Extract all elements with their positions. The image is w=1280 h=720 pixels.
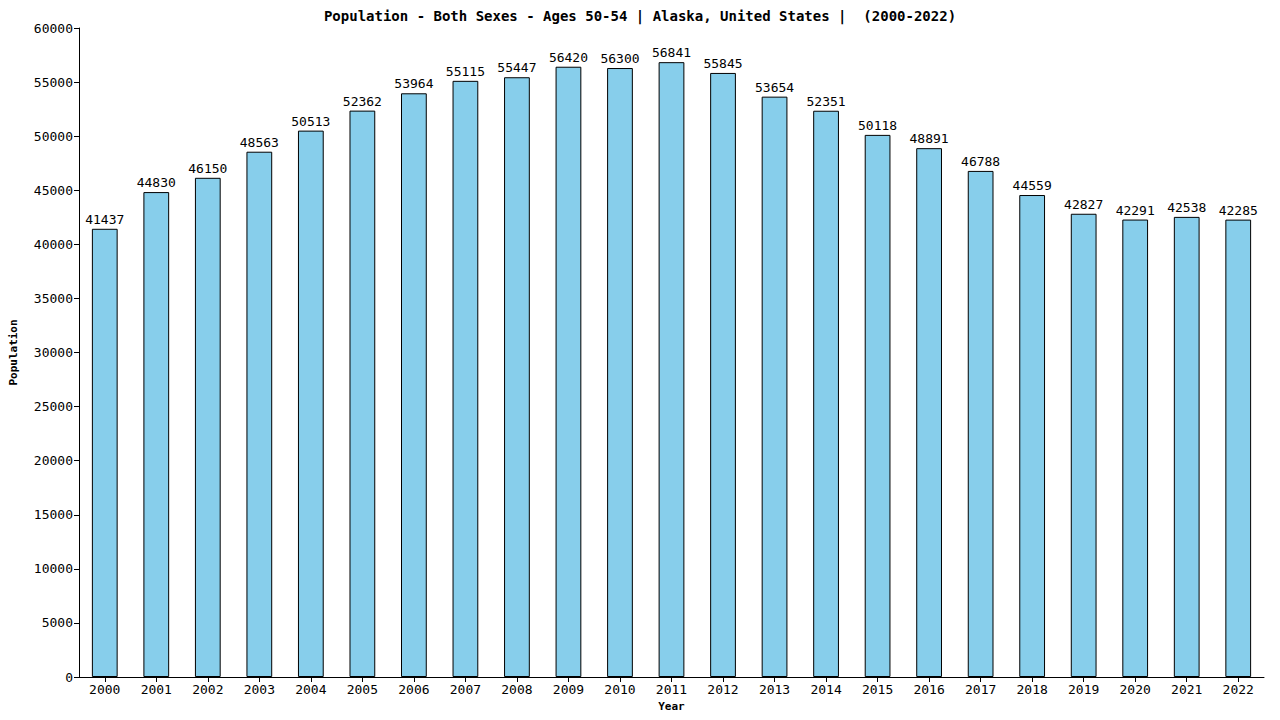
svg-text:60000: 60000 bbox=[34, 21, 73, 36]
svg-text:55115: 55115 bbox=[446, 64, 485, 79]
svg-text:0: 0 bbox=[65, 670, 73, 685]
svg-text:Population - Both Sexes - Ages: Population - Both Sexes - Ages 50-54 | A… bbox=[324, 8, 956, 25]
svg-text:55000: 55000 bbox=[34, 75, 73, 90]
svg-text:42285: 42285 bbox=[1219, 203, 1258, 218]
svg-text:10000: 10000 bbox=[34, 561, 73, 576]
svg-text:2004: 2004 bbox=[295, 682, 326, 697]
svg-text:45000: 45000 bbox=[34, 183, 73, 198]
svg-text:55447: 55447 bbox=[497, 60, 536, 75]
svg-text:2010: 2010 bbox=[604, 682, 635, 697]
svg-text:52351: 52351 bbox=[806, 94, 845, 109]
svg-text:40000: 40000 bbox=[34, 237, 73, 252]
svg-text:2019: 2019 bbox=[1068, 682, 1099, 697]
svg-text:56420: 56420 bbox=[549, 50, 588, 65]
svg-text:41437: 41437 bbox=[85, 212, 124, 227]
svg-text:2003: 2003 bbox=[244, 682, 275, 697]
svg-text:50118: 50118 bbox=[858, 118, 897, 133]
svg-text:2012: 2012 bbox=[707, 682, 738, 697]
svg-text:52362: 52362 bbox=[343, 94, 382, 109]
svg-text:2014: 2014 bbox=[810, 682, 841, 697]
svg-text:2017: 2017 bbox=[965, 682, 996, 697]
svg-text:2021: 2021 bbox=[1171, 682, 1202, 697]
svg-text:56300: 56300 bbox=[600, 51, 639, 66]
svg-text:2006: 2006 bbox=[398, 682, 429, 697]
svg-text:53654: 53654 bbox=[755, 80, 794, 95]
svg-text:53964: 53964 bbox=[394, 76, 433, 91]
svg-text:2002: 2002 bbox=[192, 682, 223, 697]
svg-text:Year: Year bbox=[658, 700, 685, 713]
svg-text:50513: 50513 bbox=[291, 114, 330, 129]
svg-text:48563: 48563 bbox=[240, 135, 279, 150]
svg-text:5000: 5000 bbox=[42, 615, 73, 630]
svg-text:2011: 2011 bbox=[656, 682, 687, 697]
svg-text:46788: 46788 bbox=[961, 154, 1000, 169]
svg-text:2000: 2000 bbox=[89, 682, 120, 697]
svg-text:42538: 42538 bbox=[1167, 200, 1206, 215]
svg-text:46150: 46150 bbox=[188, 161, 227, 176]
svg-text:2022: 2022 bbox=[1223, 682, 1254, 697]
svg-text:15000: 15000 bbox=[34, 507, 73, 522]
svg-text:2016: 2016 bbox=[913, 682, 944, 697]
svg-text:2020: 2020 bbox=[1120, 682, 1151, 697]
svg-text:2009: 2009 bbox=[553, 682, 584, 697]
svg-text:2005: 2005 bbox=[347, 682, 378, 697]
svg-text:2018: 2018 bbox=[1016, 682, 1047, 697]
svg-text:2008: 2008 bbox=[501, 682, 532, 697]
svg-text:56841: 56841 bbox=[652, 45, 691, 60]
svg-text:20000: 20000 bbox=[34, 453, 73, 468]
svg-text:Population: Population bbox=[7, 319, 20, 385]
svg-text:2015: 2015 bbox=[862, 682, 893, 697]
svg-text:30000: 30000 bbox=[34, 345, 73, 360]
svg-text:55845: 55845 bbox=[703, 56, 742, 71]
svg-text:35000: 35000 bbox=[34, 291, 73, 306]
svg-text:2013: 2013 bbox=[759, 682, 790, 697]
svg-text:50000: 50000 bbox=[34, 129, 73, 144]
svg-text:44559: 44559 bbox=[1013, 178, 1052, 193]
svg-text:25000: 25000 bbox=[34, 399, 73, 414]
svg-text:48891: 48891 bbox=[910, 131, 949, 146]
svg-text:42827: 42827 bbox=[1064, 197, 1103, 212]
svg-text:2001: 2001 bbox=[141, 682, 172, 697]
svg-text:2007: 2007 bbox=[450, 682, 481, 697]
svg-text:42291: 42291 bbox=[1116, 203, 1155, 218]
svg-text:44830: 44830 bbox=[137, 175, 176, 190]
